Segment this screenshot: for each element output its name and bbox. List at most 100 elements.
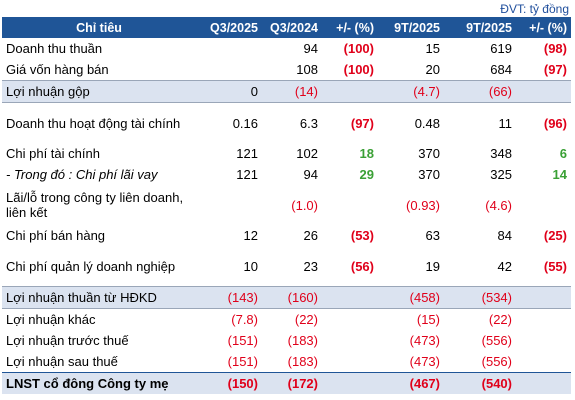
cell-ytd-change bbox=[516, 330, 571, 351]
cell-quarter-change: (100) bbox=[343, 41, 374, 56]
table-row: Doanh thu thuần 94 (100) 15 619 (98) bbox=[2, 38, 571, 59]
cell-quarter-change: (56) bbox=[350, 258, 374, 274]
table-row: Doanh thu hoạt động tài chính 0.16 6.3 (… bbox=[2, 102, 571, 143]
cell-quarter-change bbox=[322, 80, 378, 103]
cell-9m-prior: (22) bbox=[444, 308, 516, 330]
cell-quarter-change bbox=[322, 286, 378, 309]
row-label: Chi phí tài chính bbox=[6, 146, 100, 161]
row-label: Lợi nhuận khác bbox=[2, 308, 196, 330]
cell-9m-prior: (540) bbox=[444, 372, 516, 394]
cell-ytd-change bbox=[516, 80, 571, 103]
table-row: Lợi nhuận khác (7.8) (22) (15) (22) bbox=[2, 308, 571, 330]
header-9m-prior: 9T/2025 bbox=[444, 17, 516, 38]
cell-q3-2025: (151) bbox=[227, 354, 258, 369]
row-label: Lợi nhuận gộp bbox=[2, 80, 196, 103]
header-indicator: Chỉ tiêu bbox=[2, 17, 196, 38]
table-row: Chi phí bán hàng 12 26 (53) 63 84 (25) bbox=[2, 225, 571, 246]
table-row: Lãi/lỗ trong công ty liên doanh, liên kế… bbox=[2, 185, 571, 225]
cell-q3-2025 bbox=[196, 59, 262, 81]
cell-9m-prior: (556) bbox=[481, 333, 512, 348]
cell-9m-2025: (4.7) bbox=[378, 80, 444, 103]
header-q3-2025: Q3/2025 bbox=[196, 17, 262, 38]
cell-q3-2025: 0 bbox=[196, 80, 262, 103]
cell-9m-prior: 42 bbox=[497, 258, 512, 274]
row-label: Chi phí quản lý doanh nghiệp bbox=[6, 258, 176, 274]
cell-9m-2025: (473) bbox=[409, 354, 440, 369]
cell-9m-2025: (15) bbox=[378, 308, 444, 330]
cell-quarter-change: (100) bbox=[343, 62, 374, 77]
cell-9m-prior: (4.6) bbox=[485, 197, 512, 213]
cell-ytd-change bbox=[516, 286, 571, 309]
cell-q3-2025: 121 bbox=[236, 146, 258, 161]
cell-9m-2025: (467) bbox=[378, 372, 444, 394]
cell-q3-2024: 102 bbox=[296, 146, 318, 161]
cell-quarter-change: (53) bbox=[350, 228, 374, 243]
cell-9m-2025: (0.93) bbox=[406, 197, 440, 213]
header-q3-2024: Q3/2024 bbox=[262, 17, 322, 38]
cell-q3-2024: 94 bbox=[303, 167, 318, 182]
cell-q3-2025: (151) bbox=[227, 333, 258, 348]
cell-q3-2024: (1.0) bbox=[291, 197, 318, 213]
cell-q3-2025: 12 bbox=[243, 228, 258, 243]
cell-9m-2025: (458) bbox=[378, 286, 444, 309]
cell-9m-2025: 370 bbox=[418, 146, 440, 161]
cell-9m-prior: 619 bbox=[490, 41, 512, 56]
row-label: Doanh thu thuần bbox=[6, 41, 103, 56]
cell-q3-2024: 94 bbox=[303, 41, 318, 56]
cell-ytd-change: (97) bbox=[543, 62, 567, 77]
cell-9m-prior: (556) bbox=[481, 354, 512, 369]
cell-q3-2025: 10 bbox=[243, 258, 258, 274]
cell-ytd-change bbox=[516, 185, 571, 225]
cell-q3-2025: 121 bbox=[236, 167, 258, 182]
cell-q3-2024: (172) bbox=[262, 372, 322, 394]
cell-9m-2025: 63 bbox=[425, 228, 440, 243]
cell-ytd-change: (98) bbox=[543, 41, 567, 56]
cell-q3-2025 bbox=[196, 185, 262, 225]
cell-quarter-change bbox=[322, 185, 378, 225]
row-label: Doanh thu hoạt động tài chính bbox=[2, 102, 196, 143]
row-label: Lợi nhuận thuần từ HĐKD bbox=[2, 286, 196, 309]
row-label: Chi phí bán hàng bbox=[6, 228, 106, 243]
cell-quarter-change: 29 bbox=[359, 167, 374, 182]
table-row: Lợi nhuận sau thuế (151) (183) (473) (55… bbox=[2, 351, 571, 373]
cell-q3-2025 bbox=[196, 38, 262, 59]
cell-quarter-change bbox=[322, 372, 378, 394]
cell-9m-2025: 0.48 bbox=[378, 102, 444, 143]
cell-9m-prior: (66) bbox=[444, 80, 516, 103]
cell-quarter-change bbox=[322, 308, 378, 330]
cell-9m-prior: 11 bbox=[444, 102, 516, 143]
table-row: Lợi nhuận gộp 0 (14) (4.7) (66) bbox=[2, 80, 571, 103]
cell-ytd-change: 14 bbox=[552, 167, 567, 182]
header-quarter-change: +/- (%) bbox=[322, 17, 378, 38]
header-ytd-change: +/- (%) bbox=[516, 17, 571, 38]
cell-ytd-change: (96) bbox=[516, 102, 571, 143]
cell-9m-prior: (534) bbox=[444, 286, 516, 309]
cell-ytd-change bbox=[516, 372, 571, 394]
cell-q3-2024: 23 bbox=[303, 258, 318, 274]
cell-q3-2024: 108 bbox=[296, 62, 318, 77]
cell-quarter-change: (97) bbox=[322, 102, 378, 143]
table-row: Lợi nhuận thuần từ HĐKD (143) (160) (458… bbox=[2, 286, 571, 309]
cell-ytd-change: 6 bbox=[559, 146, 567, 161]
table-row: Giá vốn hàng bán 108 (100) 20 684 (97) bbox=[2, 59, 571, 81]
cell-quarter-change: 18 bbox=[359, 146, 374, 161]
cell-9m-prior: 84 bbox=[497, 228, 512, 243]
table-row: Chi phí tài chính 121 102 18 370 348 6 bbox=[2, 143, 571, 164]
cell-q3-2024: (14) bbox=[262, 80, 322, 103]
cell-9m-2025: 19 bbox=[425, 258, 440, 274]
cell-q3-2024: (160) bbox=[262, 286, 322, 309]
cell-ytd-change: (25) bbox=[543, 228, 567, 243]
cell-ytd-change: (55) bbox=[543, 258, 567, 274]
table-row: Chi phí quản lý doanh nghiệp 10 23 (56) … bbox=[2, 246, 571, 287]
row-label: Giá vốn hàng bán bbox=[6, 62, 109, 77]
table-row: Lợi nhuận trước thuế (151) (183) (473) (… bbox=[2, 330, 571, 351]
cell-q3-2025: (7.8) bbox=[196, 308, 262, 330]
header-9m-2025: 9T/2025 bbox=[378, 17, 444, 38]
row-label: Lợi nhuận trước thuế bbox=[6, 333, 129, 348]
cell-ytd-change bbox=[516, 308, 571, 330]
cell-quarter-change bbox=[322, 351, 378, 373]
cell-q3-2024: (183) bbox=[287, 333, 318, 348]
cell-q3-2025: (150) bbox=[196, 372, 262, 394]
row-label: Lãi/lỗ trong công ty liên doanh, liên kế… bbox=[6, 190, 184, 220]
table-row: - Trong đó : Chi phí lãi vay 121 94 29 3… bbox=[2, 164, 571, 185]
